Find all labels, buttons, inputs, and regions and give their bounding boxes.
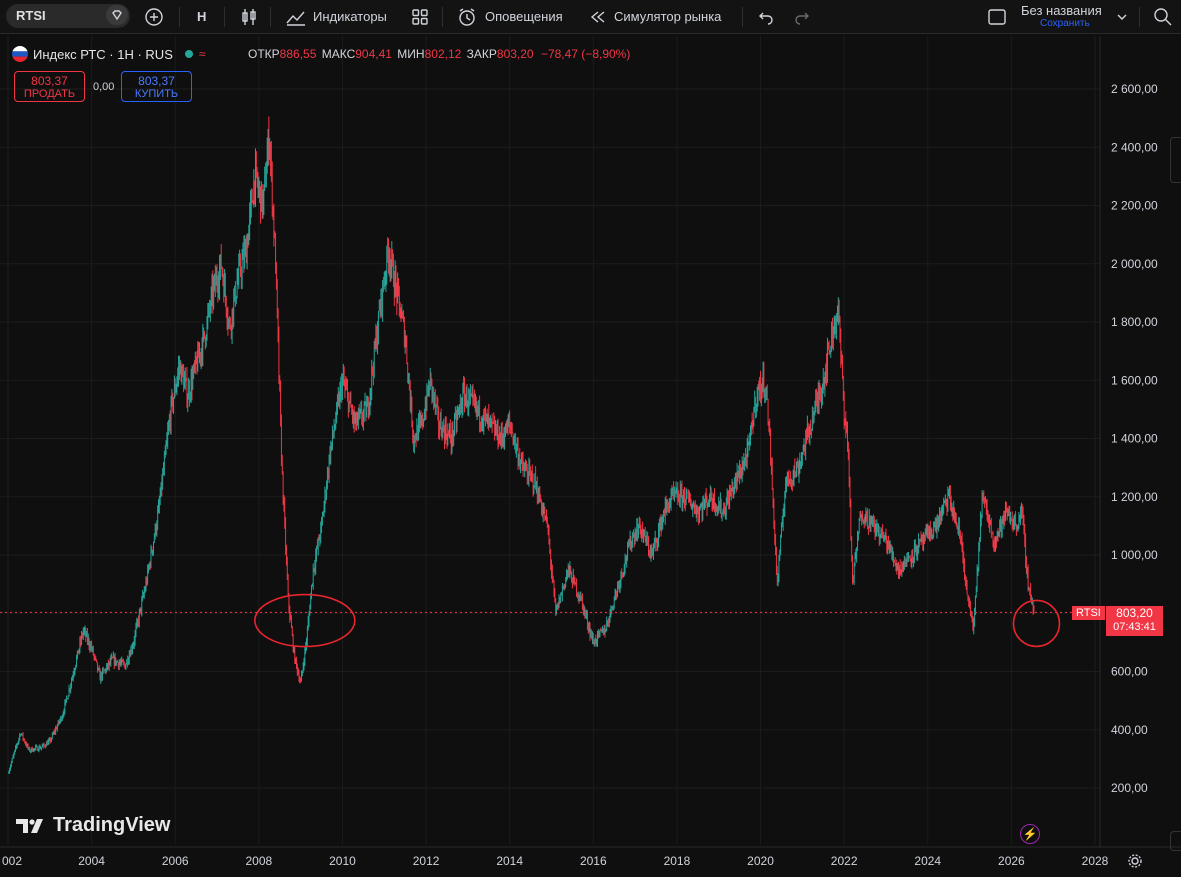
x-tick-label: 2014 (496, 854, 523, 868)
x-tick-label: 2004 (78, 854, 105, 868)
layouts-grid-icon[interactable] (411, 0, 429, 33)
y-tick-label: 1 000,00 (1111, 548, 1158, 562)
y-tick-label: 2 400,00 (1111, 140, 1158, 154)
alarm-clock-icon (459, 7, 475, 26)
x-tick-label: 2024 (914, 854, 941, 868)
redo-icon[interactable] (793, 0, 811, 33)
layout-checkbox-icon[interactable] (987, 0, 1007, 33)
market-status-dot (184, 50, 193, 58)
x-tick-label: 2006 (162, 854, 189, 868)
interval-button[interactable]: Н (197, 9, 207, 24)
x-tick-label: 2010 (329, 854, 356, 868)
chevron-down-icon[interactable] (1116, 0, 1128, 33)
x-tick-label: 2026 (998, 854, 1025, 868)
rewind-icon (590, 10, 605, 23)
y-tick-label: 600,00 (1111, 665, 1148, 679)
diamond-icon[interactable] (106, 5, 128, 25)
y-tick-label: 2 600,00 (1111, 82, 1158, 96)
y-tick-label: 1 200,00 (1111, 490, 1158, 504)
last-price-tag: 803,20 (1106, 606, 1163, 621)
y-tick-label: 1 800,00 (1111, 315, 1158, 329)
plus-circle-icon (145, 7, 163, 26)
lightning-icon[interactable]: ⚡ (1020, 824, 1040, 844)
y-tick-label: 400,00 (1111, 723, 1148, 737)
legend-title: Индекс РТС · 1Н · RUS (33, 46, 173, 62)
alerts-label: Оповещения (485, 9, 563, 24)
right-panel-handle-top[interactable] (1170, 137, 1181, 183)
x-tick-label: 2018 (664, 854, 691, 868)
top-toolbar (0, 0, 1181, 34)
chart-legend: Индекс РТС · 1Н · RUS ≈ (12, 45, 205, 63)
y-tick-label: 2 200,00 (1111, 199, 1158, 213)
alerts-button[interactable]: Оповещения (457, 0, 563, 33)
replay-button[interactable]: Симулятор рынка (588, 0, 721, 33)
x-tick-label: 2028 (1082, 854, 1109, 868)
sell-button[interactable]: 803,37 ПРОДАТЬ (14, 71, 85, 102)
x-tick-label: 2012 (413, 854, 440, 868)
y-tick-label: 1 400,00 (1111, 432, 1158, 446)
layout-name[interactable]: Без названия (1021, 3, 1102, 18)
indicators-button[interactable]: Индикаторы (285, 0, 387, 33)
symbol-label[interactable]: RTSI (16, 8, 46, 23)
candles-icon[interactable] (240, 0, 258, 33)
y-tick-label: 2 000,00 (1111, 257, 1158, 271)
axis-settings-icon[interactable] (1127, 853, 1143, 874)
tradingview-icon (16, 818, 43, 833)
indicators-icon (286, 11, 305, 26)
spread-value: 0,00 (93, 81, 115, 93)
hand-drawn-circle[interactable] (1012, 599, 1061, 648)
undo-icon[interactable] (757, 0, 775, 33)
tradingview-logo: TradingView (16, 814, 170, 837)
x-tick-label: 002 (2, 854, 22, 868)
y-tick-label: 1 600,00 (1111, 373, 1158, 387)
save-label[interactable]: Сохранить (1040, 18, 1090, 29)
replay-label: Симулятор рынка (614, 9, 722, 24)
buy-button[interactable]: 803,37 КУПИТЬ (121, 71, 192, 102)
hand-drawn-circle[interactable] (254, 593, 356, 648)
wave-icon: ≈ (198, 47, 206, 61)
x-tick-label: 2020 (747, 854, 774, 868)
x-tick-label: 2016 (580, 854, 607, 868)
symbol-price-tag: RTSI (1072, 606, 1105, 620)
russia-flag-icon (12, 46, 28, 62)
indicators-label: Индикаторы (313, 9, 387, 24)
x-tick-label: 2022 (831, 854, 858, 868)
x-tick-label: 2008 (245, 854, 272, 868)
ohlc-values: ОТКР886,55 МАКС904,41 МИН802,12 ЗАКР803,… (248, 47, 631, 61)
y-tick-label: 200,00 (1111, 781, 1148, 795)
quick-search-icon[interactable] (1153, 0, 1173, 33)
right-panel-handle-bottom[interactable] (1170, 831, 1181, 851)
bar-countdown: 07:43:41 (1106, 621, 1163, 636)
compare-button[interactable] (144, 0, 164, 33)
